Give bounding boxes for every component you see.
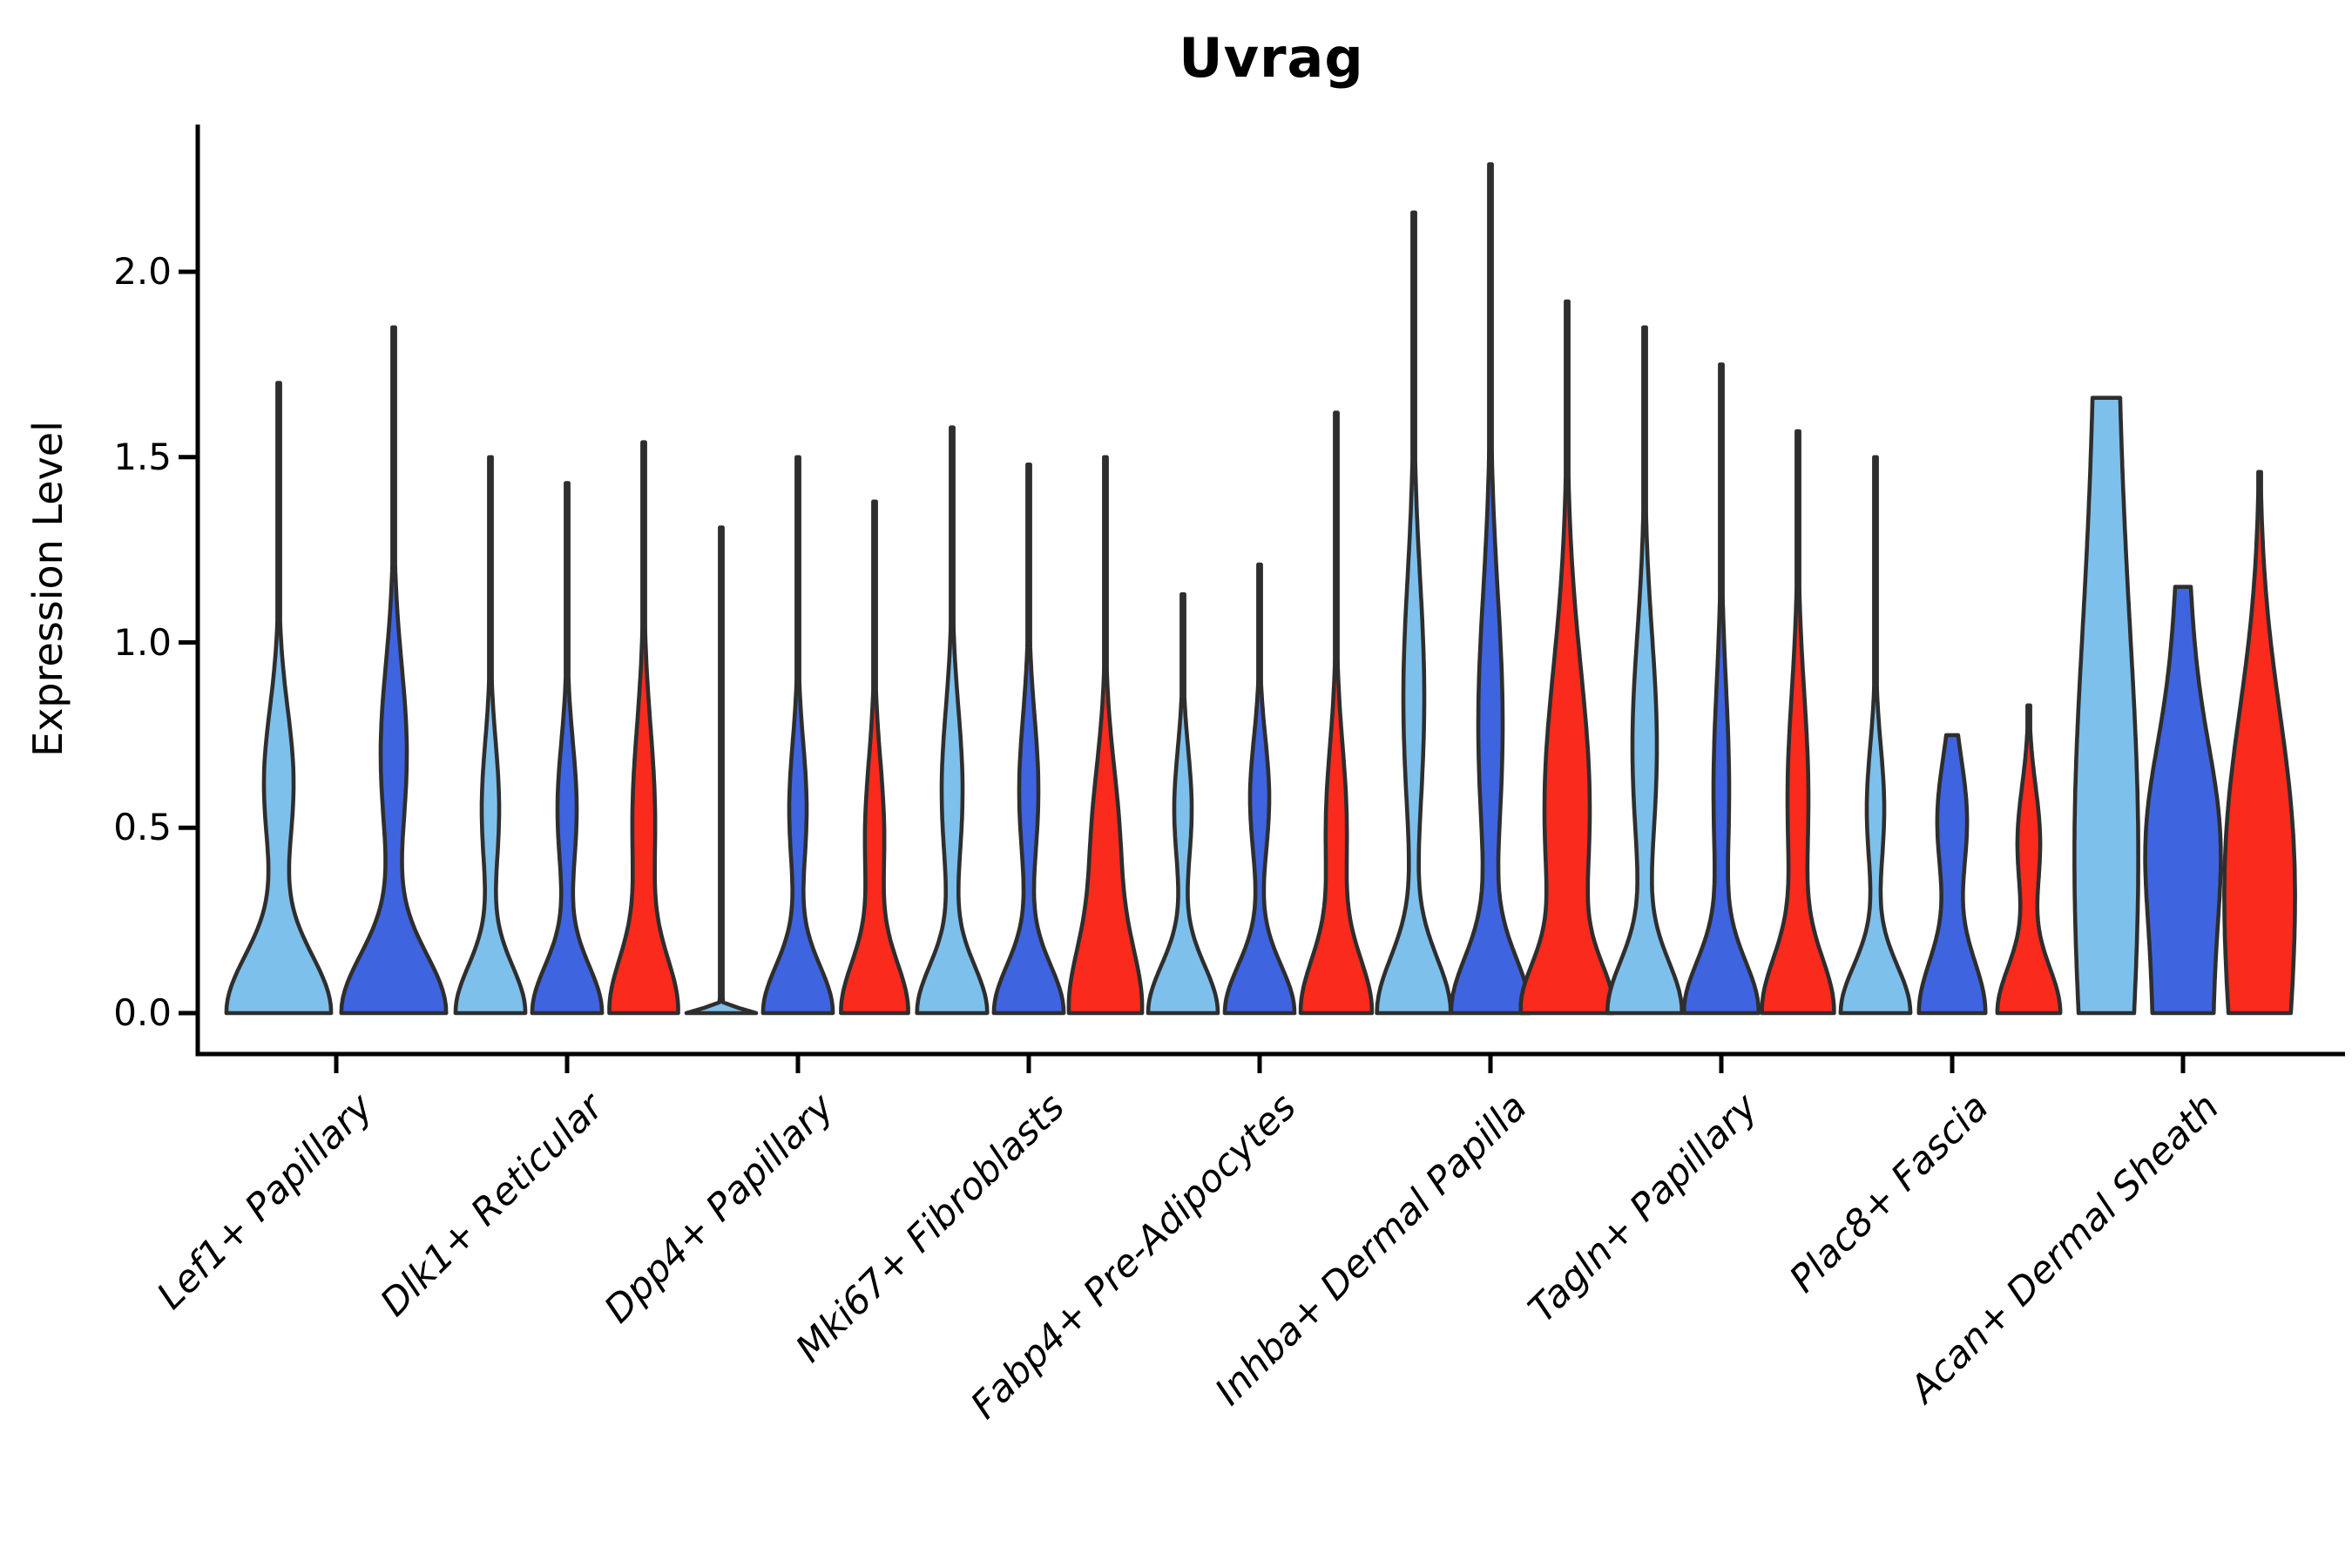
violin-inhba-dermal-papilla-red xyxy=(1518,299,1616,1016)
y-tick-label: 1.0 xyxy=(113,620,172,664)
violin-tagln-papillary-dark-blue xyxy=(1681,362,1761,1016)
violin-fabp4-pre-adipocytes-light-blue xyxy=(1146,591,1220,1016)
y-tick-label: 0.0 xyxy=(113,991,172,1034)
violin-fabp4-pre-adipocytes-dark-blue xyxy=(1222,562,1297,1016)
violin-fabp4-pre-adipocytes-red xyxy=(1298,410,1375,1016)
violin-inhba-dermal-papilla-dark-blue xyxy=(1449,162,1532,1016)
y-tick-label: 0.5 xyxy=(113,806,172,849)
violin-layer xyxy=(224,162,2297,1016)
violin-mki67-fibroblasts-light-blue xyxy=(915,425,990,1016)
violin-acan-dermal-sheath-red xyxy=(2222,470,2297,1016)
chart-title: Uvrag xyxy=(1179,26,1364,90)
y-tick-label: 2.0 xyxy=(113,250,172,293)
violin-mki67-fibroblasts-red xyxy=(1066,455,1145,1016)
violin-tagln-papillary-red xyxy=(1760,429,1836,1016)
violin-dlk1-reticular-red xyxy=(607,440,680,1016)
violin-dpp4-papillary-dark-blue xyxy=(760,455,835,1016)
violin-mki67-fibroblasts-dark-blue xyxy=(991,463,1066,1016)
y-tick-label: 1.5 xyxy=(113,435,172,478)
violin-tagln-papillary-light-blue xyxy=(1605,325,1685,1016)
violin-lef1-papillary-dark-blue xyxy=(339,325,449,1016)
axes-layer xyxy=(179,125,2345,1073)
violin-acan-dermal-sheath-dark-blue xyxy=(2143,585,2223,1016)
violin-dpp4-papillary-light-blue xyxy=(684,525,759,1016)
violin-plac8-fascia-red xyxy=(1995,703,2063,1016)
violin-dlk1-reticular-light-blue xyxy=(453,455,528,1016)
violin-plac8-fascia-light-blue xyxy=(1838,455,1913,1016)
violin-plac8-fascia-dark-blue xyxy=(1916,733,1988,1016)
violin-acan-dermal-sheath-light-blue xyxy=(2072,395,2140,1016)
violin-dlk1-reticular-dark-blue xyxy=(530,481,605,1016)
violin-dpp4-papillary-red xyxy=(839,499,910,1016)
violin-lef1-papillary-light-blue xyxy=(224,381,334,1016)
violin-inhba-dermal-papilla-light-blue xyxy=(1375,210,1453,1016)
